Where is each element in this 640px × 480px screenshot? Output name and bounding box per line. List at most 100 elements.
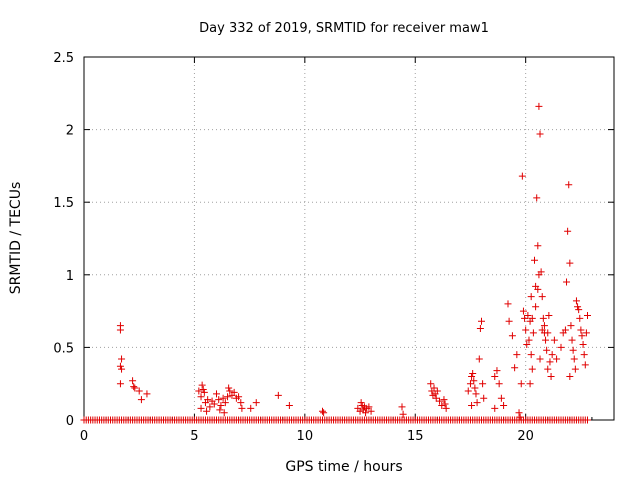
data-point <box>432 394 440 402</box>
plot-area <box>83 56 615 421</box>
data-point <box>508 332 516 340</box>
data-point <box>568 336 576 344</box>
data-point <box>571 365 579 373</box>
data-point <box>203 407 211 415</box>
data-point <box>524 311 532 319</box>
data-point <box>519 307 527 315</box>
x-tick-label: 0 <box>80 429 88 444</box>
data-point <box>546 358 554 366</box>
data-point <box>566 259 574 267</box>
data-point <box>491 372 499 380</box>
data-point <box>472 390 480 398</box>
data-point <box>550 336 558 344</box>
data-point <box>570 355 578 363</box>
data-point <box>230 388 238 396</box>
data-point <box>466 380 474 388</box>
data-point <box>285 401 293 409</box>
data-point <box>480 394 488 402</box>
data-point <box>137 396 145 404</box>
data-point <box>557 343 565 351</box>
data-point <box>543 346 551 354</box>
y-tick-label: 0 <box>66 414 74 429</box>
data-point <box>365 403 373 411</box>
data-point <box>204 396 212 404</box>
data-point <box>224 393 232 401</box>
data-point <box>500 401 508 409</box>
data-point <box>533 194 541 202</box>
data-point <box>545 311 553 319</box>
data-point <box>511 364 519 372</box>
data-point <box>198 381 206 389</box>
data-point <box>247 404 255 412</box>
data-point <box>440 396 448 404</box>
data-point <box>433 387 441 395</box>
data-point <box>491 404 499 412</box>
data-point <box>438 401 446 409</box>
data-point <box>523 340 531 348</box>
data-point <box>534 285 542 293</box>
data-point <box>564 227 572 235</box>
data-point <box>237 399 245 407</box>
data-point <box>579 340 587 348</box>
data-point <box>129 377 137 385</box>
data-point <box>216 406 224 414</box>
data-point <box>479 380 487 388</box>
data-point <box>565 181 573 189</box>
data-point <box>213 390 220 398</box>
data-point <box>471 384 479 392</box>
data-point <box>535 271 543 279</box>
data-point <box>526 380 534 388</box>
data-point <box>504 300 512 308</box>
data-point <box>436 397 444 405</box>
data-point <box>219 394 227 402</box>
data-point <box>473 399 481 407</box>
data-point <box>197 404 205 412</box>
data-point <box>528 314 536 322</box>
data-point <box>566 372 574 380</box>
data-point <box>527 351 535 359</box>
data-point <box>513 351 521 359</box>
data-point <box>478 317 485 325</box>
data-point <box>215 396 223 404</box>
x-tick-label: 5 <box>190 429 198 444</box>
data-point <box>475 355 483 363</box>
data-point <box>518 172 526 180</box>
data-point <box>584 311 591 319</box>
data-point <box>495 380 503 388</box>
data-point <box>252 399 260 407</box>
data-point <box>362 409 370 417</box>
data-point <box>226 387 234 395</box>
data-point <box>517 380 525 388</box>
data-point <box>118 355 126 363</box>
y-tick-label: 0.5 <box>53 341 74 356</box>
data-point <box>576 314 584 322</box>
data-series <box>80 102 591 424</box>
data-point <box>575 306 583 314</box>
y-axis-label: SRMTID / TECUs <box>8 182 24 295</box>
data-point <box>527 293 535 301</box>
data-point <box>116 362 124 370</box>
data-point <box>529 329 537 337</box>
data-point <box>135 387 143 395</box>
data-point <box>536 355 544 363</box>
data-point <box>540 329 548 337</box>
data-point <box>430 384 438 392</box>
data-point <box>225 384 233 392</box>
data-point <box>532 303 540 311</box>
data-point <box>516 413 524 421</box>
data-point <box>319 407 326 415</box>
data-point <box>528 365 536 373</box>
data-point <box>572 297 580 305</box>
data-point <box>536 130 544 138</box>
data-point <box>521 314 529 322</box>
data-point <box>522 326 530 334</box>
data-point <box>540 322 548 330</box>
y-tick-label: 1.5 <box>53 196 74 211</box>
data-point <box>538 293 546 301</box>
data-point <box>320 409 328 417</box>
y-tick-label: 1 <box>66 269 74 284</box>
data-point <box>238 404 246 412</box>
data-point <box>398 403 406 411</box>
data-point <box>525 336 533 344</box>
